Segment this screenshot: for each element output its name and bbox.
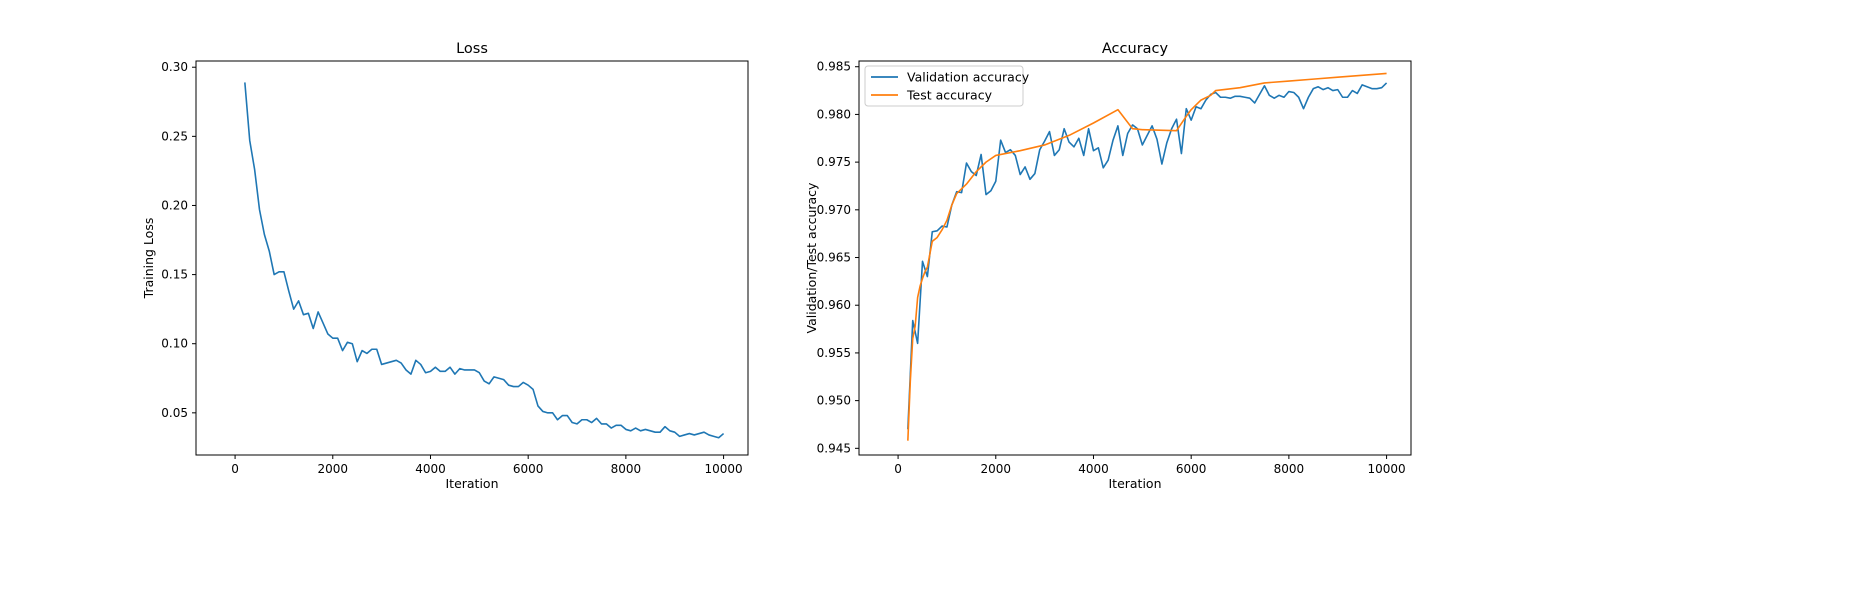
accuracy-legend: Validation accuracy Test accuracy — [864, 65, 1030, 107]
loss-y-tick-label: 0.20 — [161, 198, 188, 212]
accuracy-legend-label-0: Validation accuracy — [907, 70, 1030, 85]
accuracy-y-tick-label: 0.975 — [817, 155, 851, 169]
accuracy-legend-label-1: Test accuracy — [906, 88, 993, 103]
loss-y-tick-label: 0.10 — [161, 337, 188, 351]
loss-y-tick-label: 0.25 — [161, 129, 188, 143]
loss-x-axis-label: Iteration — [445, 476, 498, 491]
loss-x-tick-label: 8000 — [611, 462, 642, 476]
loss-y-tick-label: 0.15 — [161, 268, 188, 282]
accuracy-x-tick-label: 8000 — [1274, 462, 1305, 476]
loss-chart-title: Loss — [456, 41, 488, 57]
accuracy-y-tick-label: 0.965 — [817, 251, 851, 265]
loss-y-axis-label: Training Loss — [141, 218, 156, 300]
accuracy-y-tick-label: 0.945 — [817, 441, 851, 455]
loss-x-tick-label: 0 — [231, 462, 239, 476]
accuracy-chart-title: Accuracy — [1102, 41, 1169, 57]
accuracy-x-tick-label: 2000 — [981, 462, 1012, 476]
accuracy-series-0-line — [907, 82, 1388, 430]
loss-series-0-line — [244, 82, 725, 439]
accuracy-y-tick-label: 0.955 — [817, 346, 851, 360]
accuracy-x-tick-label: 4000 — [1078, 462, 1109, 476]
accuracy-y-tick-label: 0.950 — [817, 394, 851, 408]
loss-x-tick-label: 2000 — [318, 462, 349, 476]
accuracy-x-tick-label: 6000 — [1176, 462, 1207, 476]
accuracy-x-tick-label: 10000 — [1367, 462, 1405, 476]
loss-x-tick-label: 10000 — [704, 462, 742, 476]
accuracy-x-tick-label: 0 — [894, 462, 902, 476]
accuracy-x-axis-label: Iteration — [1108, 476, 1161, 491]
loss-chart: 0 2000 4000 6000 8000 10000 0.05 0.10 0.15 0.20 0.… — [141, 41, 749, 491]
loss-axes-frame — [195, 60, 749, 456]
accuracy-series-1-line — [907, 72, 1387, 441]
loss-y-tick-label: 0.05 — [161, 406, 188, 420]
accuracy-y-axis-label: Validation/Test accuracy — [804, 182, 819, 334]
accuracy-y-tick-label: 0.980 — [817, 107, 851, 121]
accuracy-chart: 0 2000 4000 6000 8000 10000 0.945 0.950 0.955 0.9… — [804, 41, 1412, 491]
accuracy-y-tick-label: 0.960 — [817, 298, 851, 312]
accuracy-y-tick-label: 0.970 — [817, 203, 851, 217]
loss-y-tick-label: 0.30 — [161, 60, 188, 74]
loss-x-tick-label: 4000 — [415, 462, 446, 476]
accuracy-legend-box — [864, 65, 1024, 107]
accuracy-y-tick-label: 0.985 — [817, 60, 851, 74]
loss-x-tick-label: 6000 — [513, 462, 544, 476]
